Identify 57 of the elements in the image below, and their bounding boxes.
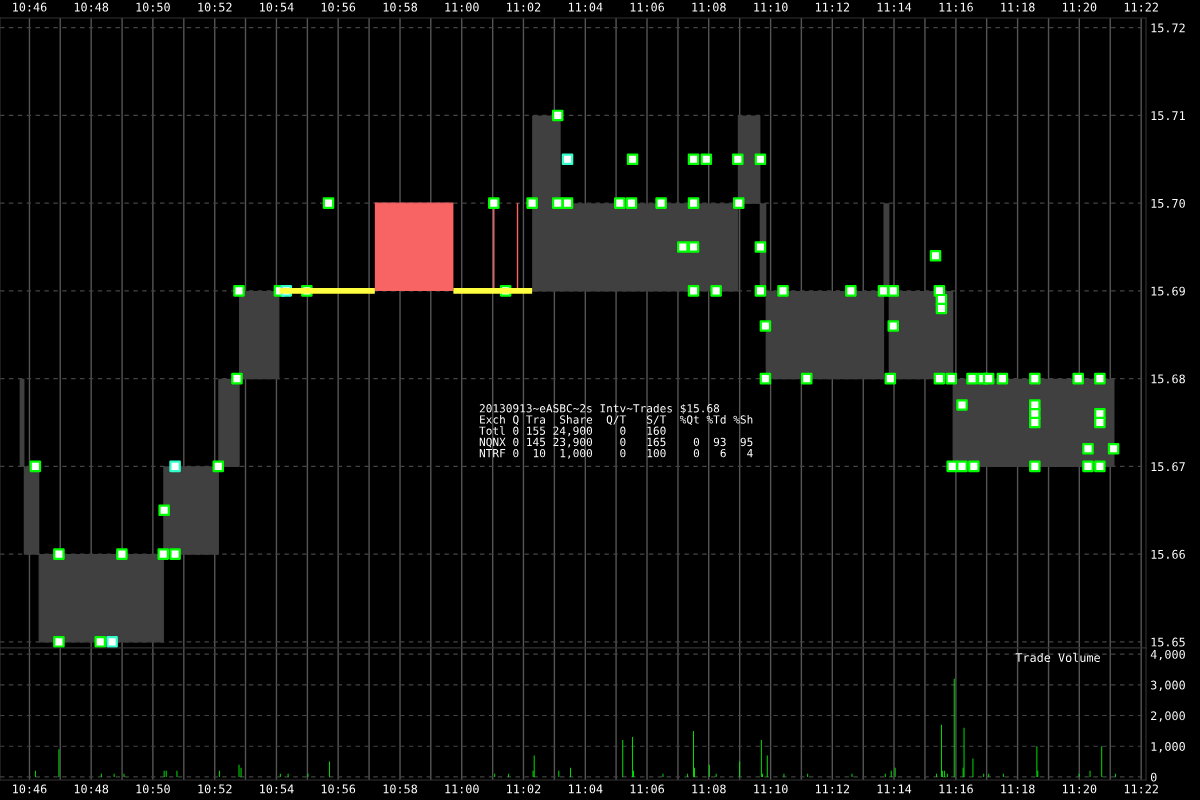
x-tick-label: 10:52 [198, 784, 232, 794]
x-tick-label: 11:20 [1062, 2, 1097, 12]
annotation: Totl 0 155 24,900 0 160 [479, 426, 666, 437]
x-tick-label: 11:00 [445, 2, 479, 12]
y-tick-label: 3,000 [1150, 680, 1185, 692]
x-tick-label: 11:00 [445, 784, 479, 794]
x-tick-label: 10:58 [383, 2, 418, 12]
y-tick-label: 15.69 [1151, 286, 1185, 296]
y-tick-label: 15.70 [1151, 198, 1185, 208]
x-tick-label: 11:16 [939, 2, 973, 12]
y-tick-label: 15.65 [1151, 637, 1185, 647]
x-tick-label: 11:10 [754, 2, 788, 12]
annotation: 20130913~eASBC~2s Intv~Trades $15.68 [479, 403, 720, 414]
x-tick-label: 11:10 [754, 784, 788, 794]
x-tick-label: 11:18 [1001, 784, 1035, 794]
annotation: NQNX 0 145 23,900 0 165 0 93 95 [479, 437, 753, 448]
x-tick-label: 10:52 [198, 2, 232, 12]
x-tick-label: 11:12 [815, 2, 850, 12]
x-tick-label: 11:02 [507, 784, 541, 794]
x-tick-label: 11:04 [568, 2, 603, 12]
x-tick-label: 10:56 [321, 2, 356, 12]
y-tick-label: 1,000 [1151, 741, 1185, 753]
x-tick-label: 11:20 [1062, 784, 1097, 794]
y-tick-label: 15.71 [1151, 111, 1185, 121]
annotation: Trade Volume [1015, 652, 1100, 663]
x-tick-label: 11:16 [939, 784, 973, 794]
x-tick-label: 10:46 [13, 784, 47, 794]
x-tick-label: 10:48 [74, 2, 109, 12]
annotation: Exch Q Tra Share Q/T S/T %Qt %Td %Sh [480, 415, 753, 425]
x-tick-label: 10:48 [74, 784, 109, 794]
x-tick-label: 11:18 [1001, 2, 1035, 12]
x-tick-label: 11:14 [877, 2, 912, 12]
x-tick-label: 10:50 [136, 784, 170, 794]
y-tick-label: 2,000 [1151, 711, 1185, 722]
x-tick-label: 10:56 [321, 784, 356, 794]
x-tick-label: 11:08 [692, 784, 726, 794]
y-tick-label: 15.72 [1151, 23, 1185, 33]
x-tick-label: 11:08 [692, 2, 726, 12]
x-tick-label: 10:58 [383, 784, 418, 794]
x-tick-label: 11:22 [1124, 2, 1158, 12]
x-tick-label: 10:46 [13, 2, 47, 12]
x-tick-label: 11:22 [1124, 784, 1158, 794]
y-tick-label: 0 [1150, 772, 1157, 782]
x-tick-label: 10:50 [136, 2, 170, 12]
y-tick-label: 15.66 [1151, 549, 1185, 559]
annotation: NTRF 0 10 1,000 0 100 0 6 4 [479, 448, 753, 459]
y-tick-label: 15.67 [1151, 462, 1185, 472]
x-tick-label: 11:04 [568, 784, 603, 794]
x-tick-label: 11:06 [630, 2, 665, 12]
y-tick-label: 4,000 [1150, 649, 1185, 661]
y-tick-label: 15.68 [1151, 374, 1185, 384]
x-tick-label: 11:02 [507, 2, 541, 12]
x-tick-label: 10:54 [260, 2, 294, 12]
x-tick-label: 11:12 [815, 784, 850, 794]
x-tick-label: 11:14 [877, 784, 912, 794]
x-tick-label: 10:54 [260, 784, 294, 794]
x-tick-label: 11:06 [630, 784, 665, 794]
